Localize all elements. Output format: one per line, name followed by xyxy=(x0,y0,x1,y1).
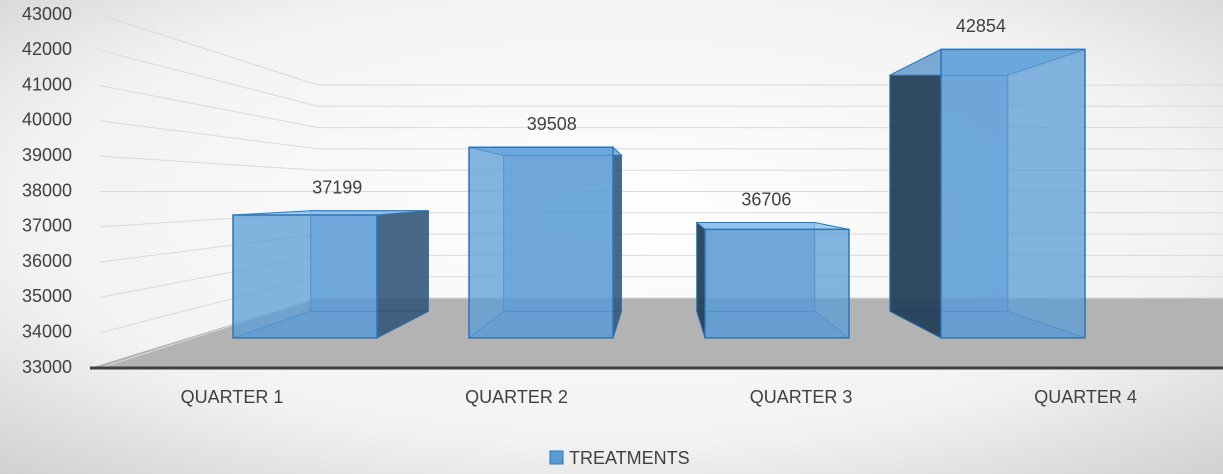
bar xyxy=(940,48,1086,339)
y-tick-label: 38000 xyxy=(22,180,72,200)
y-tick-label: 37000 xyxy=(22,216,72,236)
x-tick-label: QUARTER 2 xyxy=(465,387,568,407)
x-tick-label: QUARTER 3 xyxy=(750,387,853,407)
legend-swatch xyxy=(549,450,564,465)
y-tick-label: 40000 xyxy=(22,110,72,130)
data-label: 37199 xyxy=(312,177,362,197)
bar xyxy=(704,228,850,339)
y-tick-label: 41000 xyxy=(22,74,72,94)
y-tick-label: 33000 xyxy=(22,357,72,377)
y-tick-label: 42000 xyxy=(22,39,72,59)
data-label: 39508 xyxy=(527,114,577,134)
x-tick-label: QUARTER 4 xyxy=(1034,387,1137,407)
y-tick-label: 36000 xyxy=(22,251,72,271)
data-label: 42854 xyxy=(956,16,1006,36)
y-tick-label: 39000 xyxy=(22,145,72,165)
x-tick-label: QUARTER 1 xyxy=(181,387,284,407)
bar xyxy=(468,146,614,339)
legend: TREATMENTS xyxy=(549,448,690,468)
y-tick-label: 43000 xyxy=(22,4,72,24)
data-label: 36706 xyxy=(741,189,791,209)
y-tick-label: 35000 xyxy=(22,286,72,306)
bar-side xyxy=(612,146,622,339)
legend-label: TREATMENTS xyxy=(569,448,690,468)
bar xyxy=(232,214,378,339)
bar-side xyxy=(889,48,942,339)
y-tick-label: 34000 xyxy=(22,321,72,341)
